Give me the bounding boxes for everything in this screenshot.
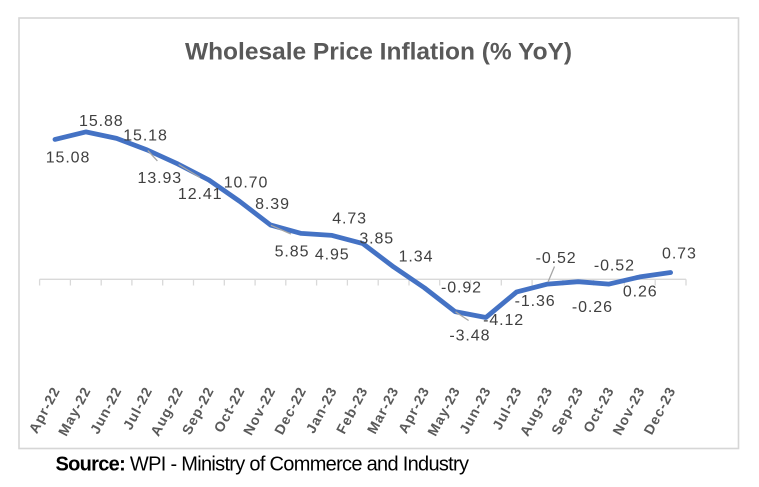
svg-text:-0.52: -0.52 xyxy=(536,250,577,267)
svg-text:Source: WPI - Ministry of Comm: Source: WPI - Ministry of Commerce and I… xyxy=(56,454,469,476)
svg-text:5.85: 5.85 xyxy=(275,243,310,260)
svg-text:-4.12: -4.12 xyxy=(483,312,524,329)
svg-text:-0.26: -0.26 xyxy=(572,299,613,316)
svg-text:4.95: 4.95 xyxy=(315,247,350,264)
svg-text:-0.92: -0.92 xyxy=(441,280,482,297)
svg-text:3.85: 3.85 xyxy=(359,230,394,247)
svg-text:Wholesale Price Inflation (% Y: Wholesale Price Inflation (% YoY) xyxy=(185,39,572,66)
svg-text:1.34: 1.34 xyxy=(399,248,434,265)
svg-text:-3.48: -3.48 xyxy=(449,327,490,344)
svg-text:4.73: 4.73 xyxy=(332,211,367,228)
svg-text:12.41: 12.41 xyxy=(178,186,223,203)
svg-text:15.08: 15.08 xyxy=(46,149,91,166)
svg-text:-1.36: -1.36 xyxy=(515,293,556,310)
svg-text:15.88: 15.88 xyxy=(79,113,124,130)
svg-text:0.73: 0.73 xyxy=(662,245,697,262)
svg-text:8.39: 8.39 xyxy=(255,196,290,213)
svg-text:13.93: 13.93 xyxy=(138,170,183,187)
svg-text:15.18: 15.18 xyxy=(123,127,168,144)
svg-text:0.26: 0.26 xyxy=(623,284,658,301)
svg-text:10.70: 10.70 xyxy=(224,174,269,191)
svg-text:-0.52: -0.52 xyxy=(594,258,635,275)
